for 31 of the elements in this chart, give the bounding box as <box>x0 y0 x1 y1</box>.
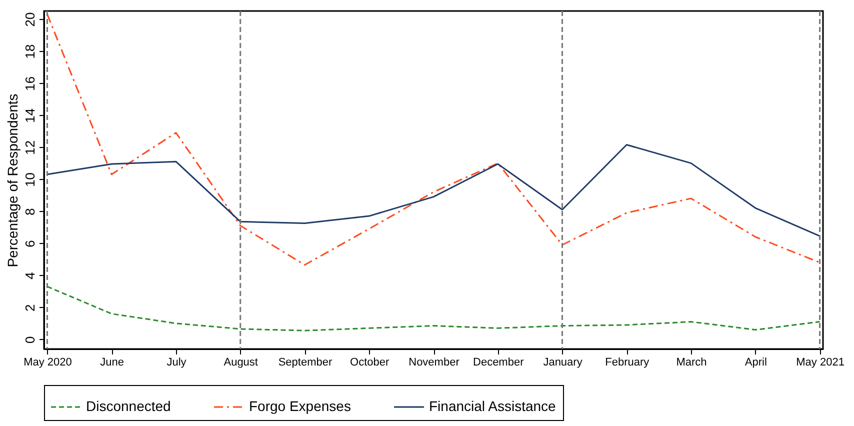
x-tick-label: June <box>100 356 124 368</box>
x-tick-label: December <box>473 356 524 368</box>
x-tick-label: February <box>605 356 650 368</box>
x-tick-label: April <box>744 356 767 368</box>
x-tick-label: May 2021 <box>796 356 844 368</box>
x-tick-label: October <box>350 356 390 368</box>
line-series <box>46 286 821 332</box>
legend-label: Forgo Expenses <box>249 398 351 414</box>
y-tick-label: 14 <box>22 108 38 123</box>
y-tick-label: 12 <box>22 140 38 155</box>
line-series <box>46 144 821 237</box>
y-tick-label: 10 <box>22 172 38 187</box>
y-tick-label: 0 <box>22 336 38 344</box>
line-series <box>46 13 821 266</box>
y-tick-label: 20 <box>22 12 38 27</box>
x-tick-label: March <box>676 356 707 368</box>
y-tick-label: 4 <box>22 272 38 280</box>
legend-label: Financial Assistance <box>429 398 556 414</box>
y-tick-label: 6 <box>22 240 38 248</box>
y-tick-label: 8 <box>22 208 38 216</box>
x-tick-label: August <box>224 356 258 368</box>
y-axis-title: Percentage of Respondents <box>4 94 20 268</box>
y-tick-label: 18 <box>22 44 38 59</box>
y-tick-label: 16 <box>22 76 38 91</box>
x-tick-label: July <box>166 356 187 368</box>
x-tick-label: January <box>543 356 583 368</box>
legend-label: Disconnected <box>86 398 171 414</box>
y-tick-label: 2 <box>22 304 38 312</box>
x-tick-label: November <box>408 356 460 368</box>
x-tick-label: May 2020 <box>24 356 72 368</box>
x-tick-label: September <box>278 356 332 368</box>
